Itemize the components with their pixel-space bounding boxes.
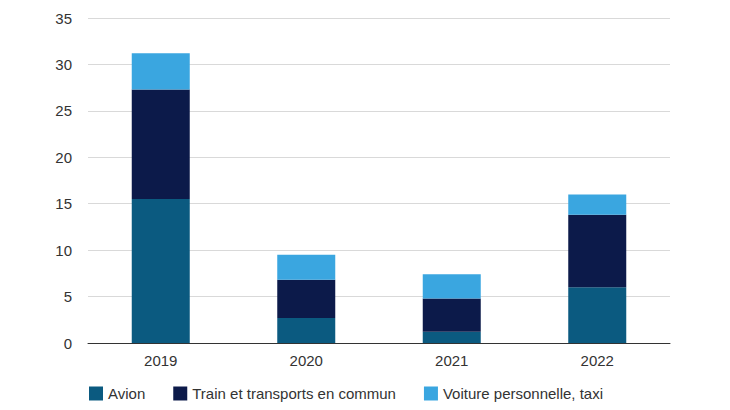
svg-text:2022: 2022: [581, 352, 614, 369]
svg-text:30: 30: [55, 56, 72, 73]
svg-text:Avion: Avion: [108, 385, 145, 402]
svg-text:2019: 2019: [144, 352, 177, 369]
svg-text:Train et transports en commun: Train et transports en commun: [192, 385, 396, 402]
svg-text:Voiture personnelle, taxi: Voiture personnelle, taxi: [443, 385, 603, 402]
svg-text:15: 15: [55, 195, 72, 212]
svg-text:5: 5: [64, 288, 72, 305]
svg-text:35: 35: [55, 10, 72, 27]
svg-text:0: 0: [64, 335, 72, 352]
svg-text:10: 10: [55, 242, 72, 259]
svg-text:2021: 2021: [435, 352, 468, 369]
svg-text:2020: 2020: [290, 352, 323, 369]
svg-text:25: 25: [55, 102, 72, 119]
svg-text:20: 20: [55, 149, 72, 166]
